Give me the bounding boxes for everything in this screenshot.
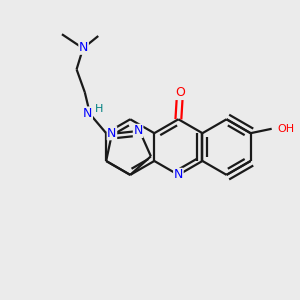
Text: OH: OH (277, 124, 294, 134)
Text: N: N (174, 168, 183, 182)
Text: O: O (175, 86, 185, 99)
Text: H: H (95, 104, 103, 114)
Text: N: N (79, 41, 88, 54)
Text: N: N (107, 127, 117, 140)
Text: N: N (134, 124, 143, 137)
Text: N: N (83, 107, 92, 120)
